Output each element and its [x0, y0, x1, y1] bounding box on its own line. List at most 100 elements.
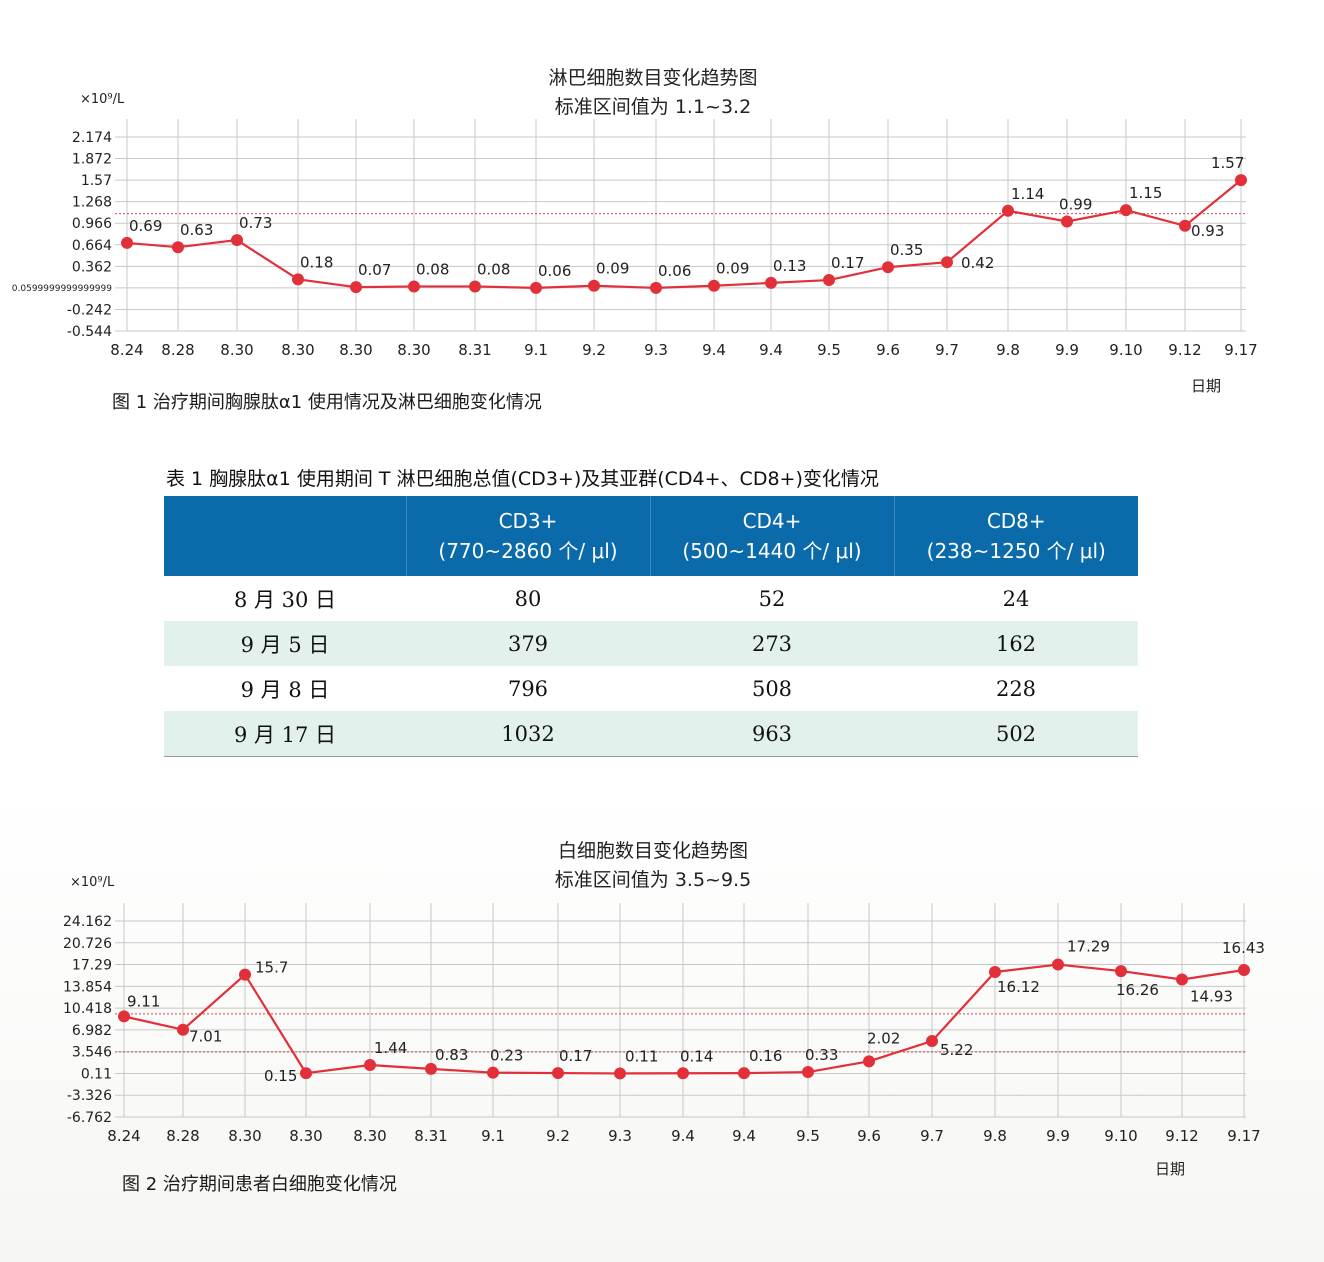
x-tick-label: 9.10 — [1109, 341, 1142, 359]
data-point — [172, 241, 184, 254]
table-cell-date: 9 月 8 日 — [240, 677, 330, 702]
data-label: 0.93 — [1191, 222, 1224, 240]
data-label: 0.33 — [805, 1046, 838, 1064]
data-label: 5.22 — [940, 1041, 973, 1059]
data-label: 0.63 — [180, 221, 213, 239]
data-label: 0.18 — [300, 253, 333, 271]
data-label: 0.08 — [477, 260, 510, 278]
data-label: 0.06 — [538, 262, 571, 280]
data-point — [1052, 958, 1064, 971]
y-tick-label: 13.854 — [63, 979, 112, 995]
table-row: 9 月 8 日 796 508 228 — [164, 666, 1138, 711]
data-point — [425, 1062, 437, 1075]
y-tick-label: 1.57 — [81, 173, 112, 189]
x-tick-label: 9.4 — [759, 341, 783, 359]
x-tick-label: 9.6 — [857, 1127, 881, 1145]
data-label: 0.16 — [749, 1047, 782, 1065]
data-label: 0.69 — [129, 217, 162, 235]
data-label: 17.29 — [1067, 938, 1110, 956]
x-tick-label: 8.30 — [220, 341, 253, 359]
data-label: 0.15 — [264, 1067, 297, 1085]
y-tick-label: 0.966 — [72, 216, 112, 232]
data-label: 14.93 — [1190, 988, 1233, 1006]
data-point — [650, 281, 662, 294]
data-point — [941, 256, 953, 269]
chart-subtitle: 标准区间值为 3.5~9.5 — [555, 869, 751, 891]
x-tick-label: 8.31 — [414, 1127, 447, 1145]
table-cell: 963 — [650, 711, 894, 757]
data-label: 15.7 — [255, 959, 288, 977]
y-tick-label: -0.544 — [67, 324, 112, 340]
x-tick-label: 9.2 — [582, 341, 606, 359]
table-row: 9 月 17 日 1032 963 502 — [164, 711, 1138, 757]
data-point — [350, 281, 362, 294]
chart-title: 白细胞数目变化趋势图 — [558, 840, 748, 862]
table-cell: 796 — [507, 676, 549, 701]
x-tick-label: 9.2 — [546, 1127, 570, 1145]
data-point — [292, 273, 304, 286]
data-label: 0.23 — [490, 1047, 523, 1065]
table-row: 8 月 30 日 80 52 24 — [164, 576, 1138, 621]
x-tick-label: 8.24 — [110, 341, 143, 359]
data-point — [823, 274, 835, 287]
y-tick-label: 0.0599999999999999 — [12, 284, 112, 294]
data-point — [677, 1067, 689, 1080]
data-label: 16.43 — [1222, 939, 1265, 957]
y-tick-label: -6.762 — [67, 1110, 112, 1126]
y-tick-label: 6.982 — [72, 1023, 112, 1039]
x-tick-label: 9.12 — [1168, 341, 1201, 359]
chart-title: 淋巴细胞数目变化趋势图 — [548, 67, 757, 89]
table-header-row: CD3+ (770~2860 个/ μl) CD4+ (500~1440 个/ μl… — [164, 496, 1138, 576]
data-label: 0.06 — [658, 262, 691, 280]
data-label: 0.17 — [831, 254, 864, 272]
data-label: 0.13 — [773, 257, 806, 275]
table-title: 表 1 胸腺肽α1 使用期间 T 淋巴细胞总值(CD3+)及其亚群(CD4+、C… — [166, 468, 879, 490]
y-tick-label: 10.418 — [63, 1001, 112, 1017]
data-point — [765, 276, 777, 289]
data-label: 0.35 — [890, 241, 923, 259]
table-cell: 52 — [758, 586, 786, 611]
x-tick-label: 8.30 — [339, 341, 372, 359]
y-tick-label: 0.11 — [81, 1066, 112, 1082]
x-tick-label: 9.5 — [796, 1127, 820, 1145]
x-tick-label: 9.12 — [1165, 1127, 1198, 1145]
data-point — [239, 968, 251, 981]
page-background-shade — [0, 790, 1324, 1262]
x-tick-label: 9.7 — [920, 1127, 944, 1145]
table-cell-date: 9 月 5 日 — [164, 621, 406, 666]
data-label: 2.02 — [867, 1029, 900, 1047]
table-cell: 24 — [1002, 586, 1030, 611]
y-tick-label: 3.546 — [72, 1045, 112, 1061]
x-tick-label: 9.6 — [876, 341, 900, 359]
x-tick-label: 9.8 — [996, 341, 1020, 359]
data-label: 0.42 — [961, 254, 994, 272]
x-tick-label: 9.1 — [481, 1127, 505, 1145]
data-label: 16.26 — [1116, 981, 1159, 999]
table-cell: 508 — [751, 676, 793, 701]
table-cell: 1032 — [406, 711, 650, 757]
table-row: 9 月 5 日 379 273 162 — [164, 621, 1138, 666]
x-tick-label: 9.4 — [671, 1127, 695, 1145]
t-cell-table: CD3+ (770~2860 个/ μl) CD4+ (500~1440 个/ μl… — [164, 496, 1138, 757]
figure-1-caption: 图 1 治疗期间胸腺肽α1 使用情况及淋巴细胞变化情况 — [112, 392, 542, 413]
x-tick-label: 9.3 — [644, 341, 668, 359]
x-axis-label: 日期 — [1155, 1160, 1185, 1178]
data-label: 1.14 — [1011, 185, 1044, 203]
data-label: 0.08 — [416, 260, 449, 278]
data-label: 1.15 — [1129, 184, 1162, 202]
figure-2-caption: 图 2 治疗期间患者白细胞变化情况 — [122, 1174, 397, 1195]
data-point — [118, 1010, 130, 1023]
chart-subtitle: 标准区间值为 1.1~3.2 — [555, 96, 751, 118]
wbc-line-chart: 白细胞数目变化趋势图 标准区间值为 3.5~9.5 ×10⁹/L 日期 24.1… — [63, 840, 1265, 1178]
data-point — [300, 1067, 312, 1080]
x-tick-label: 9.4 — [702, 341, 726, 359]
data-point — [530, 281, 542, 294]
table-header-cd8: CD8+ (238~1250 个/ μl) — [893, 496, 1138, 576]
data-point — [926, 1035, 938, 1048]
data-point — [408, 280, 420, 293]
x-tick-label: 8.30 — [228, 1127, 261, 1145]
data-label: 1.44 — [374, 1039, 407, 1057]
data-label: 0.09 — [716, 260, 749, 278]
data-point — [121, 236, 133, 249]
data-point — [989, 965, 1001, 978]
